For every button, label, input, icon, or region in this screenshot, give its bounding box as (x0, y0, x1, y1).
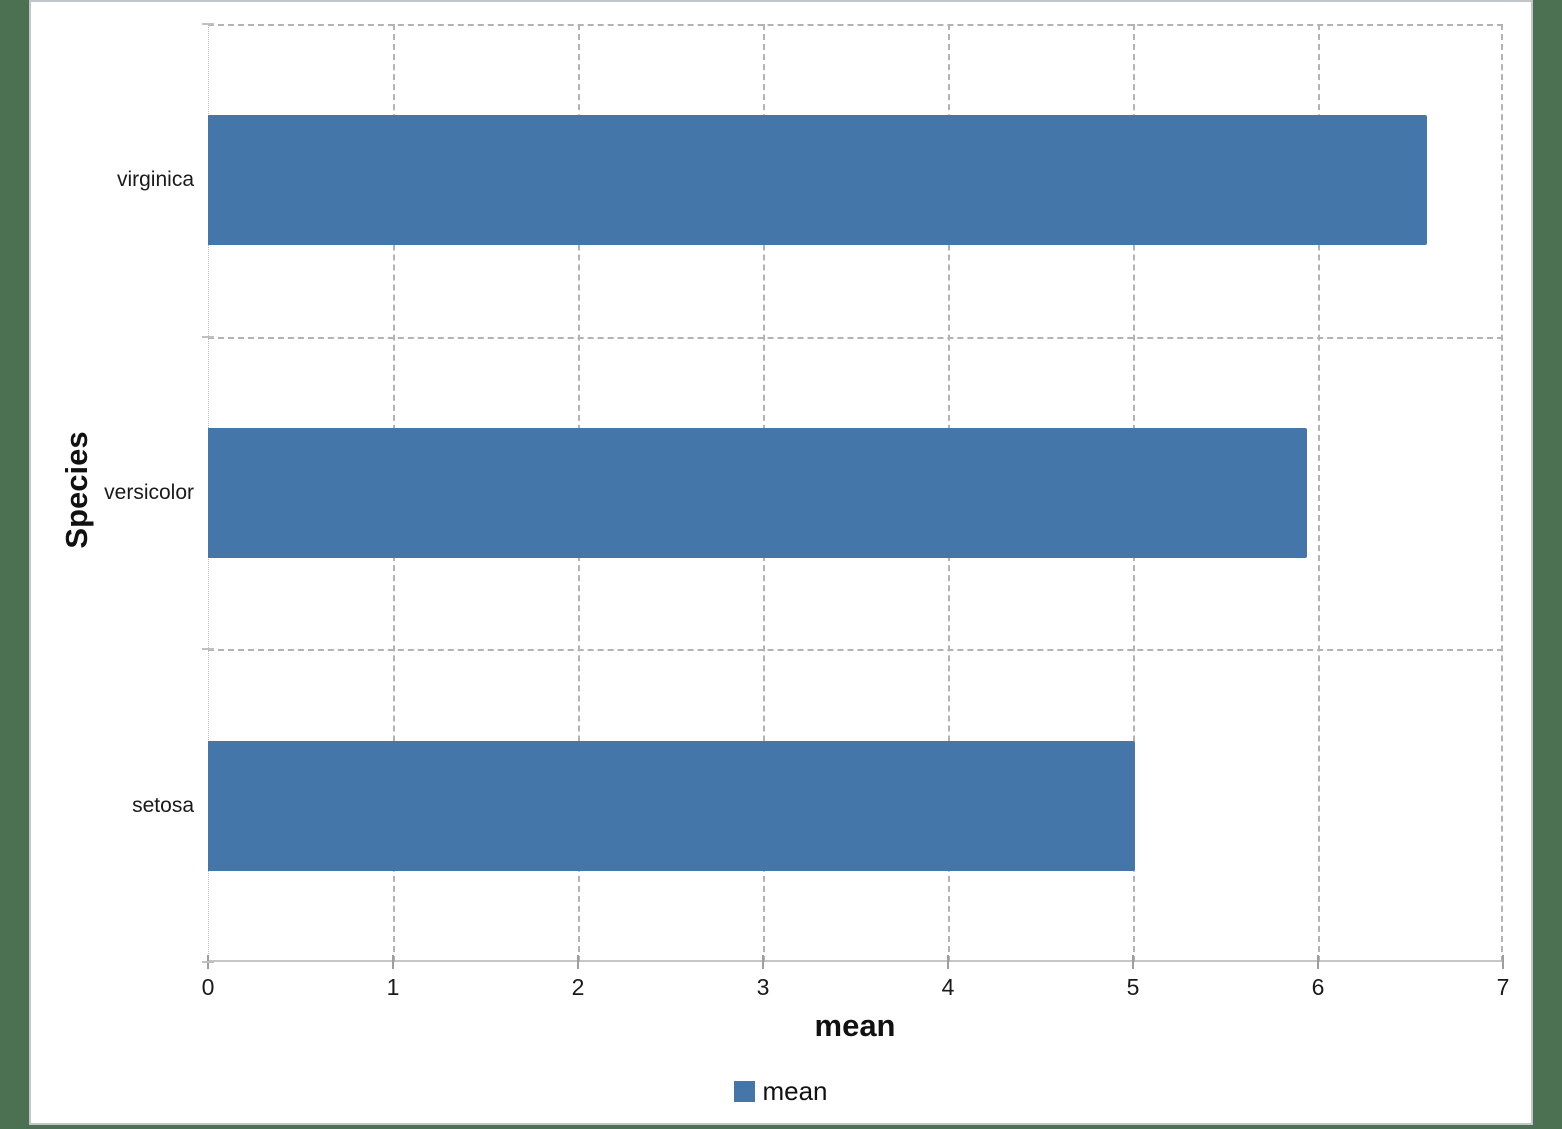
x-axis-title: mean (814, 1008, 896, 1043)
x-axis-tick (577, 955, 579, 969)
x-axis-tick-label: 0 (201, 974, 215, 1000)
x-axis-tick (1317, 955, 1319, 969)
legend-label: mean (762, 1076, 828, 1106)
bar-setosa[interactable] (208, 740, 1135, 871)
category-label-virginica: virginica (116, 168, 194, 192)
x-axis-tick (1502, 955, 1504, 969)
bar-versicolor[interactable] (208, 428, 1307, 558)
x-axis-tick (762, 955, 764, 969)
y-axis-tick (202, 335, 214, 338)
x-axis-tick-label: 5 (1126, 974, 1140, 1000)
x-axis-tick-label: 3 (756, 974, 770, 1000)
x-axis-tick-label: 1 (386, 974, 400, 1000)
category-label-setosa: setosa (132, 793, 194, 817)
y-axis-tick (202, 961, 214, 963)
category-label-versicolor: versicolor (104, 481, 194, 504)
horizontal-gridline (208, 649, 1503, 652)
vertical-gridline (1318, 24, 1320, 962)
legend-swatch-icon (734, 1081, 756, 1102)
legend[interactable]: mean (29, 1076, 1533, 1107)
x-axis-tick (1132, 955, 1134, 969)
horizontal-gridline (208, 336, 1503, 339)
x-axis-tick-label: 6 (1311, 974, 1325, 1000)
x-axis-tick-label: 2 (571, 974, 585, 1000)
bar-virginica[interactable] (208, 115, 1428, 246)
y-axis-tick (202, 23, 214, 25)
x-axis-tick-label: 4 (941, 974, 955, 1000)
x-axis-tick (392, 955, 394, 969)
y-axis-tick (202, 648, 214, 651)
y-axis-title: Species (59, 431, 94, 549)
x-axis-tick (947, 955, 949, 969)
x-axis-tick-label: 7 (1496, 974, 1510, 1000)
